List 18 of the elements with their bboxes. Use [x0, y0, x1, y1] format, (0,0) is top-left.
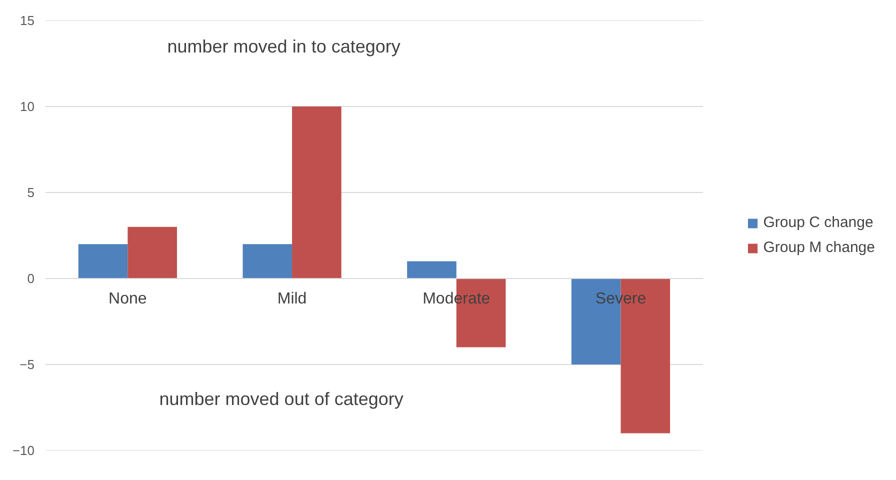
bar: [292, 106, 342, 278]
y-tick-label: 0: [27, 271, 35, 286]
y-tick-label: 15: [20, 13, 35, 28]
bar: [407, 261, 456, 278]
x-tick-label: Severe: [595, 290, 646, 308]
bar: [242, 244, 292, 278]
y-tick-label: 5: [27, 185, 35, 200]
annotation: number moved in to category: [167, 36, 400, 56]
x-tick-label: Mild: [277, 290, 307, 308]
bar: [128, 226, 177, 278]
legend-label: Group C change: [763, 214, 874, 231]
y-tick-label: 10: [20, 99, 35, 114]
y-tick-label: −5: [20, 357, 35, 372]
bar: [78, 244, 128, 278]
y-tick-label: −10: [12, 443, 35, 458]
legend-label: Group M change: [763, 239, 875, 256]
annotation: number moved out of category: [159, 388, 404, 409]
x-tick-label: None: [108, 290, 147, 308]
